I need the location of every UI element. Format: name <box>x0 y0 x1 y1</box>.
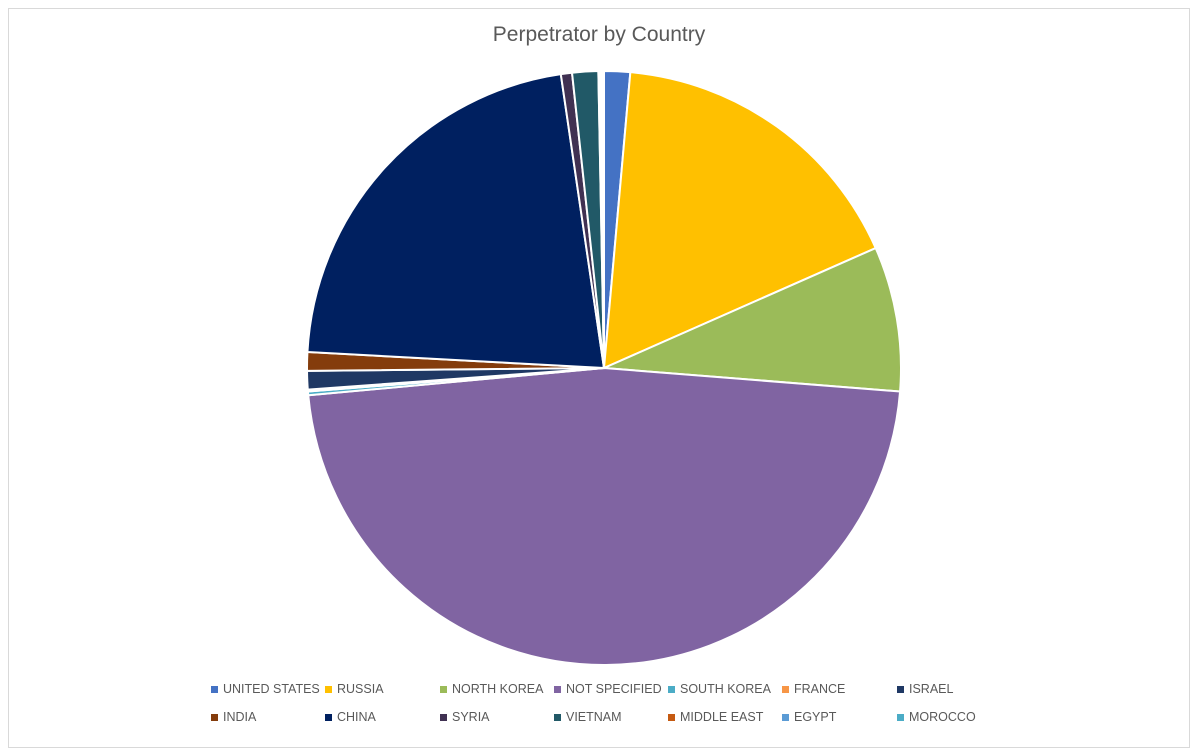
legend-item-vietnam: VIETNAM <box>554 710 622 724</box>
legend-item-south-korea: SOUTH KOREA <box>668 682 771 696</box>
legend-label: SYRIA <box>452 710 490 724</box>
legend-item-egypt: EGYPT <box>782 710 836 724</box>
pie-slice-north-korea <box>603 246 902 393</box>
legend-swatch <box>897 685 904 693</box>
legend-item-united-states: UNITED STATES <box>211 682 320 696</box>
legend-swatch <box>668 713 675 721</box>
legend-item-morocco: MOROCCO <box>897 710 976 724</box>
pie-slice-morocco <box>601 69 605 369</box>
legend-item-israel: ISRAEL <box>897 682 953 696</box>
legend-swatch <box>668 685 675 693</box>
legend-label: EGYPT <box>794 710 837 724</box>
legend-swatch <box>554 713 561 721</box>
pie-slice-not-specified <box>307 366 902 666</box>
legend-label: NOT SPECIFIED <box>566 682 662 696</box>
legend-label: MIDDLE EAST <box>680 710 764 724</box>
legend-swatch <box>325 685 332 693</box>
legend-swatch <box>325 713 332 721</box>
pie-slice-china <box>306 73 606 370</box>
legend-swatch <box>782 685 789 693</box>
legend-label: CHINA <box>337 710 376 724</box>
legend-swatch <box>211 713 218 721</box>
legend-swatch <box>554 685 561 693</box>
legend-swatch <box>897 713 904 721</box>
legend-label: UNITED STATES <box>223 682 320 696</box>
legend-label: VIETNAM <box>566 710 622 724</box>
legend-item-syria: SYRIA <box>440 710 490 724</box>
legend-label: ISRAEL <box>909 682 954 696</box>
legend-item-russia: RUSSIA <box>325 682 384 696</box>
legend-label: INDIA <box>223 710 257 724</box>
legend-item-not-specified: NOT SPECIFIED <box>554 682 662 696</box>
legend-label: FRANCE <box>794 682 846 696</box>
legend-swatch <box>782 713 789 721</box>
legend-swatch <box>440 685 447 693</box>
legend-swatch <box>440 713 447 721</box>
legend-swatch <box>211 685 218 693</box>
legend-item-france: FRANCE <box>782 682 845 696</box>
legend-item-middle-east: MIDDLE EAST <box>668 710 763 724</box>
pie-slice-russia <box>602 71 878 370</box>
legend-label: SOUTH KOREA <box>680 682 771 696</box>
chart-title: Perpetrator by Country <box>492 23 706 46</box>
legend-item-china: CHINA <box>325 710 376 724</box>
legend-label: NORTH KOREA <box>452 682 544 696</box>
legend-item-india: INDIA <box>211 710 256 724</box>
legend-item-north-korea: NORTH KOREA <box>440 682 543 696</box>
legend-label: RUSSIA <box>337 682 384 696</box>
legend-label: MOROCCO <box>909 710 976 724</box>
